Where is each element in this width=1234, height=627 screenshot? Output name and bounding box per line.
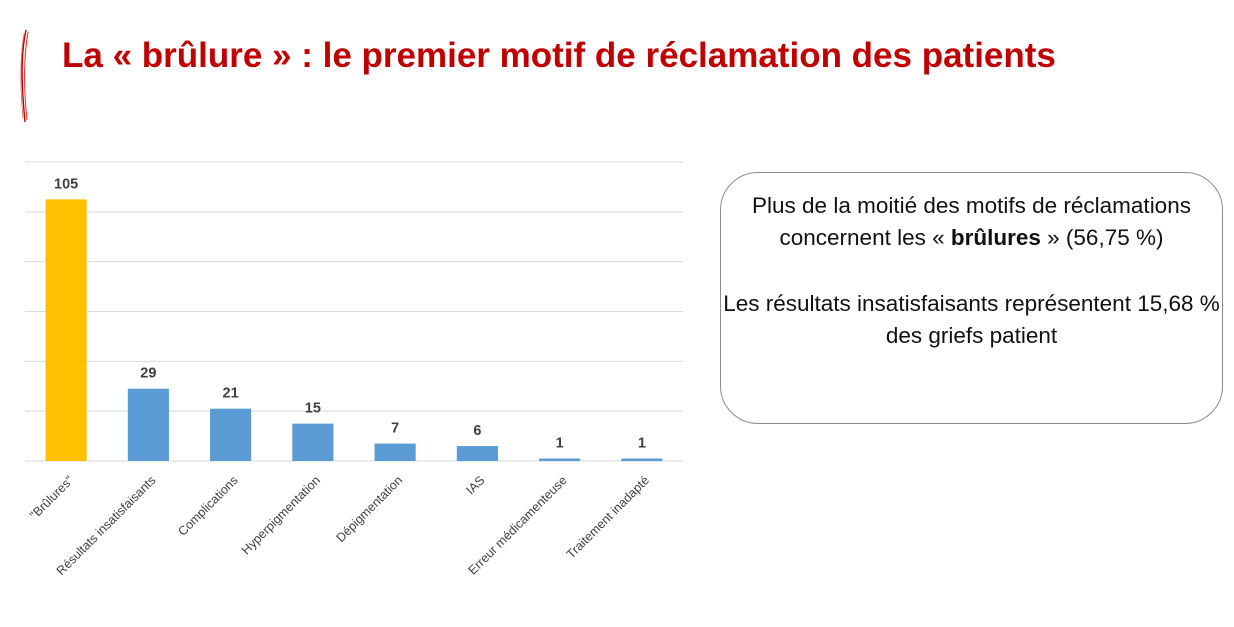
data-label: 29 xyxy=(140,366,156,382)
bar xyxy=(621,458,663,461)
x-tick-label: IAS xyxy=(463,473,487,497)
bar xyxy=(539,458,581,461)
x-tick-label: Dépigmentation xyxy=(333,473,405,545)
slide-title: La « brûlure » : le premier motif de réc… xyxy=(62,36,1056,75)
decorative-brush-strokes-icon xyxy=(20,29,29,123)
data-label: 15 xyxy=(305,401,321,417)
bar xyxy=(45,199,87,461)
bar xyxy=(210,408,252,461)
summary-callout-box: Plus de la moitié des motifs de réclamat… xyxy=(720,172,1223,424)
callout-bold-word: brûlures xyxy=(950,225,1041,250)
data-label: 1 xyxy=(638,436,646,452)
bar xyxy=(127,388,169,461)
data-label: 105 xyxy=(54,176,78,192)
bar xyxy=(456,446,498,461)
x-tick-label: "Brûlures" xyxy=(27,473,76,522)
data-label: 21 xyxy=(223,386,239,402)
x-tick-label: Hyperpigmentation xyxy=(239,473,323,557)
callout-text-part: » (56,75 %) xyxy=(1040,225,1164,250)
x-tick-label: Complications xyxy=(175,473,240,538)
callout-paragraph-2: Les résultats insatisfaisants représente… xyxy=(723,291,1220,348)
callout-text-part: Plus de la moitié des motifs de réclamat… xyxy=(752,193,1191,250)
bar xyxy=(292,423,334,461)
data-label: 7 xyxy=(391,421,399,437)
bar xyxy=(374,443,416,461)
data-label: 1 xyxy=(556,436,564,452)
x-tick-label: Traitement inadapté xyxy=(564,473,652,561)
callout-paragraph-1: Plus de la moitié des motifs de réclamat… xyxy=(721,190,1222,254)
data-label: 6 xyxy=(473,423,481,439)
